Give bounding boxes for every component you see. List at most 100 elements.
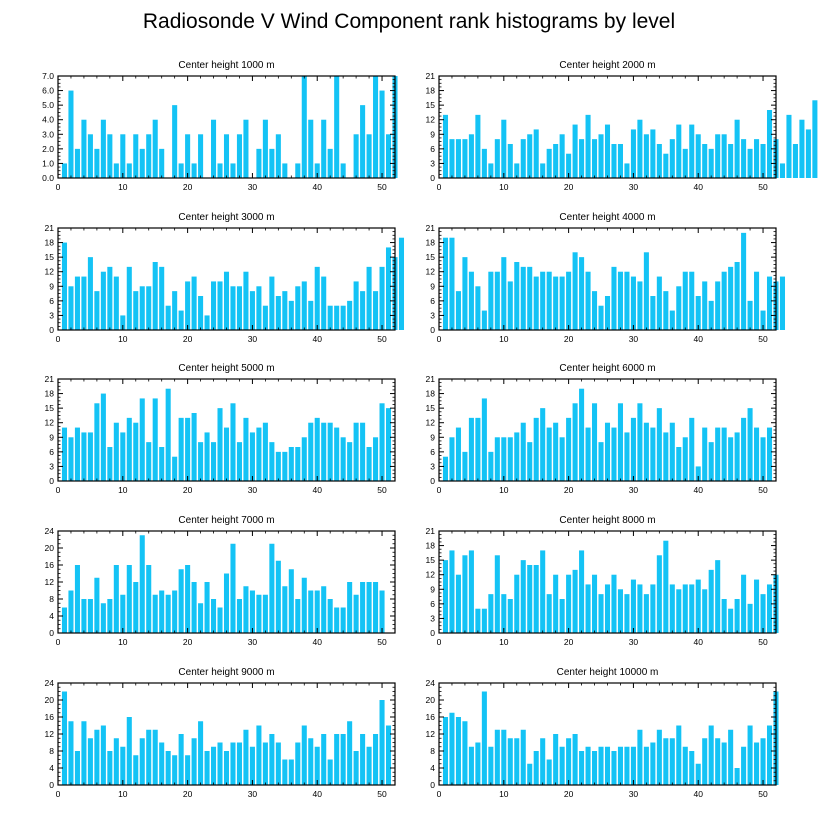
- histogram-bar: [462, 139, 468, 178]
- histogram-bar: [553, 734, 559, 785]
- histogram-bar: [579, 751, 585, 785]
- histogram-bar: [107, 266, 113, 330]
- x-tick-label: 50: [377, 485, 387, 495]
- histogram-bar: [347, 582, 353, 633]
- histogram-bar: [754, 139, 760, 178]
- histogram-bar: [139, 535, 145, 633]
- histogram-bar: [598, 594, 604, 633]
- histogram-bar: [249, 746, 255, 785]
- x-tick-label: 10: [499, 637, 509, 647]
- histogram-bar: [734, 119, 740, 178]
- x-tick-label: 0: [437, 637, 442, 647]
- histogram-bar: [159, 447, 165, 481]
- histogram-bar: [295, 599, 301, 633]
- histogram-bar: [133, 755, 139, 785]
- histogram-bar: [74, 565, 80, 633]
- histogram-bar: [314, 590, 320, 633]
- histogram-bar: [159, 590, 165, 633]
- histogram-bar: [520, 266, 526, 330]
- histogram-bar: [604, 124, 611, 178]
- histogram-bar: [779, 163, 786, 178]
- histogram-bar: [301, 281, 307, 330]
- histogram-bar: [630, 417, 636, 481]
- y-tick-label: 20: [45, 543, 55, 553]
- histogram-bar: [172, 456, 178, 481]
- histogram-bar: [269, 734, 275, 785]
- y-tick-label: 3: [430, 461, 435, 471]
- histogram-bar: [159, 266, 165, 330]
- histogram-bar: [113, 276, 119, 330]
- histogram-bar: [494, 555, 500, 633]
- histogram-bar: [211, 442, 217, 481]
- x-tick-label: 30: [248, 485, 258, 495]
- histogram-bar: [87, 599, 93, 633]
- histogram-bar: [81, 119, 87, 178]
- histogram-bar: [546, 759, 552, 785]
- histogram-bar: [643, 746, 649, 785]
- histogram-bar: [256, 148, 262, 178]
- histogram-bar: [373, 734, 379, 785]
- histogram-bar: [682, 271, 688, 330]
- histogram-bar: [747, 148, 753, 178]
- histogram-bar: [165, 388, 171, 481]
- histogram-bar: [61, 427, 68, 481]
- histogram-bar: [68, 721, 74, 785]
- histogram-bar: [734, 262, 740, 330]
- x-tick-label: 20: [183, 789, 193, 799]
- histogram-bar: [321, 586, 327, 633]
- histogram-bar: [301, 577, 307, 633]
- histogram-bar: [585, 584, 591, 633]
- histogram-bar: [334, 427, 340, 481]
- y-tick-label: 0: [430, 780, 435, 790]
- histogram-bar: [708, 569, 714, 633]
- histogram-bar: [353, 751, 359, 785]
- x-tick-label: 40: [693, 334, 703, 344]
- histogram-bar: [442, 560, 449, 633]
- histogram-bar: [269, 148, 275, 178]
- histogram-bar: [100, 393, 106, 481]
- histogram-bar: [669, 310, 675, 330]
- histogram-bar: [236, 742, 242, 785]
- x-tick-label: 50: [758, 637, 768, 647]
- histogram-bar: [507, 599, 513, 633]
- histogram-bar: [553, 276, 559, 330]
- histogram-bar: [689, 584, 695, 633]
- histogram-bar: [721, 134, 727, 178]
- histogram-bar: [650, 742, 656, 785]
- histogram-bar: [334, 607, 340, 633]
- histogram-bar: [682, 437, 688, 481]
- histogram-bar: [256, 427, 262, 481]
- histogram-bar: [113, 422, 119, 481]
- x-tick-label: 0: [437, 485, 442, 495]
- histogram-bar: [708, 300, 714, 330]
- histogram-bar: [501, 437, 507, 481]
- histogram-bar: [468, 746, 474, 785]
- x-tick-label: 0: [56, 334, 61, 344]
- histogram-bar: [702, 589, 708, 633]
- histogram-bar: [178, 310, 184, 330]
- histogram-bar: [379, 90, 385, 178]
- y-tick-label: 21: [426, 374, 436, 384]
- histogram-bar: [61, 691, 68, 785]
- histogram-bar: [598, 134, 604, 178]
- histogram-bar: [100, 119, 106, 178]
- histogram-bar: [527, 763, 533, 785]
- histogram-bar: [172, 755, 178, 785]
- y-tick-label: 15: [45, 403, 55, 413]
- histogram-bar: [275, 134, 281, 178]
- histogram-bar: [494, 437, 500, 481]
- histogram-bar: [308, 590, 314, 633]
- y-tick-label: 12: [45, 267, 55, 277]
- histogram-bar: [682, 746, 688, 785]
- histogram-bar: [708, 442, 714, 481]
- x-tick-label: 10: [499, 334, 509, 344]
- histogram-bar: [689, 271, 695, 330]
- histogram-bar: [295, 286, 301, 330]
- y-tick-label: 6: [430, 144, 435, 154]
- histogram-bar: [68, 286, 74, 330]
- y-tick-label: 21: [426, 71, 436, 81]
- y-tick-label: 9: [430, 129, 435, 139]
- histogram-bar: [682, 584, 688, 633]
- histogram-bar: [159, 742, 165, 785]
- histogram-bar: [243, 417, 249, 481]
